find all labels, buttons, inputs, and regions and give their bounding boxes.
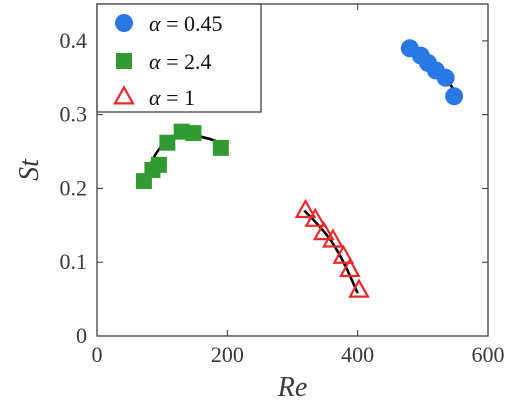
triangle-marker [332,244,355,264]
triangle-marker [294,198,317,219]
legend: α = 0.45α = 2.4α = 1 [96,3,262,113]
legend-value: = 2.4 [161,49,212,74]
x-axis-label: Re [277,372,308,403]
legend-entry-label: α = 0.45 [149,11,222,36]
x-tick-label: 600 [472,342,505,367]
legend-circle-marker [115,14,133,32]
legend-entry-label: α = 2.4 [149,49,211,74]
square-marker [185,125,202,142]
fit-curve [303,209,359,294]
y-tick-label: 0.4 [60,28,88,53]
y-tick-label: 0 [76,323,87,348]
square-marker [159,134,176,151]
x-tick-label: 0 [92,342,103,367]
legend-symbol: α [149,85,161,110]
triangle-marker [304,207,327,227]
data-markers [135,39,464,298]
legend-entry-label: α = 1 [149,85,195,110]
triangle-marker [338,257,361,278]
y-axis-label: St [14,158,45,181]
legend-symbol: α [149,49,161,74]
square-marker [212,139,229,156]
circle-marker [436,68,455,87]
triangle-marker [322,228,344,248]
legend-triangle-marker [113,85,135,105]
y-tick-label: 0.2 [60,175,88,200]
circle-marker [445,87,464,106]
plot-area-frame [96,3,489,337]
legend-symbol: α [149,11,161,36]
square-marker [150,156,167,173]
y-tick-label: 0.1 [60,249,88,274]
triangle-marker [348,278,370,298]
legend-value: = 0.45 [161,11,223,36]
x-tick-label: 200 [211,342,244,367]
legend-value: = 1 [161,85,195,110]
x-tick-label: 400 [341,342,374,367]
legend-square-marker [116,53,132,69]
triangle-marker [312,220,335,241]
y-tick-label: 0.3 [60,102,88,127]
axis-ticks: 0 200 400 600 0 0.1 0.2 0.3 0.4 [60,4,505,367]
